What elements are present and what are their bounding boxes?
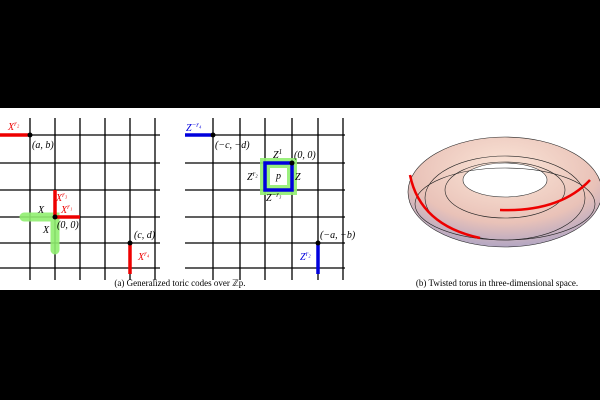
- label-sup: 1: [279, 148, 283, 156]
- label: Z−r₄: [186, 121, 202, 135]
- caption: (a) Generalized toric codes over ℤp.: [114, 278, 245, 288]
- label: (−a, −b): [320, 230, 356, 241]
- label-sup: r₄: [144, 250, 150, 258]
- label-sup: r₂: [253, 170, 259, 178]
- label: Xr₃: [55, 191, 68, 205]
- label-base: Z: [266, 193, 272, 204]
- label-sup: r₂: [306, 250, 312, 258]
- label: p: [275, 171, 281, 182]
- label: (c, d): [134, 230, 156, 241]
- label-base: X: [55, 193, 63, 204]
- torus: [407, 136, 600, 248]
- label-base: X: [42, 225, 50, 236]
- label: Xr₄: [137, 250, 150, 264]
- label-base: p: [275, 171, 281, 182]
- label-base: (0, 0): [57, 220, 79, 231]
- label-sup: r₁: [67, 203, 72, 211]
- label: Z1: [273, 148, 282, 162]
- label: Z: [295, 172, 301, 183]
- label: Xr₁: [60, 203, 72, 217]
- label: Zr₂: [247, 170, 258, 184]
- label-base: X: [137, 252, 145, 263]
- label-sup: r₂: [14, 120, 20, 128]
- operators-right: [185, 132, 321, 274]
- label: Z−r₃: [266, 191, 282, 205]
- label-base: X: [37, 205, 45, 216]
- label-sup: −r₄: [192, 121, 202, 129]
- label: Zr₂: [300, 250, 311, 264]
- label-base: (−c, −d): [215, 140, 250, 151]
- label-base: X: [60, 205, 68, 216]
- label-base: (−a, −b): [320, 230, 356, 241]
- label: (0, 0): [294, 150, 316, 161]
- label: X: [37, 205, 45, 216]
- label-base: X: [7, 122, 15, 133]
- label-sup: r₃: [62, 191, 68, 199]
- label: (0, 0): [57, 220, 79, 231]
- label: X: [42, 225, 50, 236]
- label: (a, b): [32, 140, 54, 151]
- label-base: Z: [186, 123, 192, 134]
- label-base: Z: [247, 172, 253, 183]
- caption: (b) Twisted torus in three-dimensional s…: [416, 278, 578, 288]
- label-sup: −r₃: [272, 191, 282, 199]
- label: (−c, −d): [215, 140, 250, 151]
- label-base: (a, b): [32, 140, 54, 151]
- label-base: (c, d): [134, 230, 156, 241]
- operators-left: [0, 132, 133, 274]
- label-base: Z: [295, 172, 301, 183]
- label-base: Z: [300, 252, 306, 263]
- label-base: (0, 0): [294, 150, 316, 161]
- label-base: Z: [273, 150, 279, 161]
- label: Xr₂: [7, 120, 20, 134]
